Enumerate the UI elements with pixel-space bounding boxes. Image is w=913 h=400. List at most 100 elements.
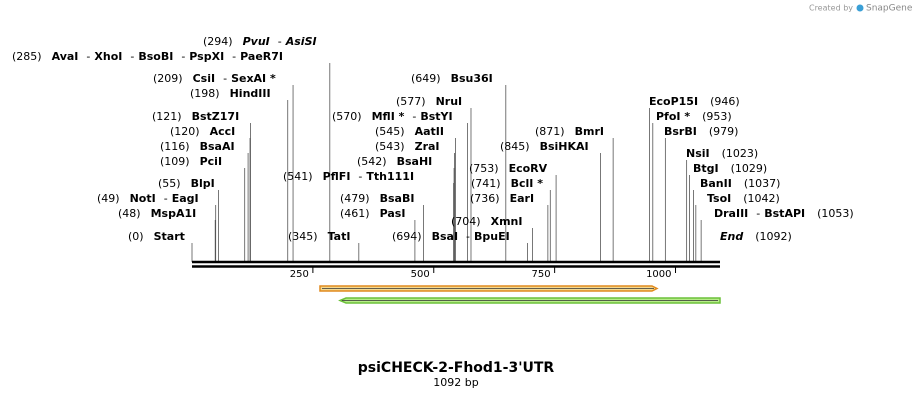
site-label: BsrBI (979) bbox=[664, 125, 738, 138]
credit-prefix: Created by bbox=[809, 4, 853, 13]
site-label: (845) BsiHKAI bbox=[500, 140, 589, 153]
site-label: (541) PflFI - Tth111I bbox=[283, 170, 414, 183]
site-label: NsiI (1023) bbox=[686, 147, 758, 160]
enzyme-name: TsoI bbox=[707, 192, 731, 205]
site-label: (109) PciI bbox=[160, 155, 222, 168]
enzyme-name: NotI bbox=[130, 192, 156, 205]
enzyme-name: Start bbox=[154, 230, 185, 243]
enzyme-name: BtgI bbox=[693, 162, 719, 175]
site-label: (198) HindIII bbox=[190, 87, 271, 100]
site-position: (461) bbox=[340, 207, 370, 220]
site-position: (1042) bbox=[743, 192, 780, 205]
site-position: (1029) bbox=[731, 162, 768, 175]
enzyme-name: BsrBI bbox=[664, 125, 697, 138]
site-label: (545) AatII bbox=[375, 125, 444, 138]
site-position: (545) bbox=[375, 125, 405, 138]
enzyme-name: PspXI bbox=[189, 50, 224, 63]
enzyme-name: PaeR7I bbox=[240, 50, 283, 63]
enzyme-name: AccI bbox=[210, 125, 236, 138]
site-label: TsoI (1042) bbox=[707, 192, 780, 205]
enzyme-name: Tth111I bbox=[366, 170, 414, 183]
enzyme-name: Bsu36I bbox=[451, 72, 493, 85]
enzyme-name: BstZ17I bbox=[192, 110, 240, 123]
site-position: (294) bbox=[203, 35, 233, 48]
enzyme-name: AatII bbox=[415, 125, 444, 138]
site-label: (345) TatI bbox=[288, 230, 350, 243]
enzyme-name: End bbox=[720, 230, 743, 243]
enzyme-name: BstAPI bbox=[764, 207, 805, 220]
site-label: EcoP15I (946) bbox=[649, 95, 740, 108]
enzyme-name: BclI * bbox=[511, 177, 544, 190]
enzyme-name: HindIII bbox=[230, 87, 271, 100]
map-length: 1092 bp bbox=[433, 376, 478, 389]
site-label: (704) XmnI bbox=[451, 215, 522, 228]
site-position: (871) bbox=[535, 125, 565, 138]
site-position: (736) bbox=[470, 192, 500, 205]
site-position: (953) bbox=[702, 110, 732, 123]
site-position: (479) bbox=[340, 192, 370, 205]
site-position: (120) bbox=[170, 125, 200, 138]
site-label: (741) BclI * bbox=[471, 177, 543, 190]
site-label: (736) EarI bbox=[470, 192, 534, 205]
enzyme-name: ZraI bbox=[415, 140, 440, 153]
enzyme-name: MspA1I bbox=[151, 207, 197, 220]
site-position: (946) bbox=[710, 95, 740, 108]
site-label: (48) MspA1I bbox=[118, 207, 196, 220]
site-label: (543) ZraI bbox=[375, 140, 440, 153]
enzyme-name: EagI bbox=[172, 192, 199, 205]
scale: 250 500 750 1000 bbox=[290, 267, 677, 280]
site-label: BtgI (1029) bbox=[693, 162, 767, 175]
site-label: (120) AccI bbox=[170, 125, 235, 138]
enzyme-name: BsaBI bbox=[380, 192, 415, 205]
separator: - bbox=[164, 192, 168, 205]
site-position: (1023) bbox=[722, 147, 759, 160]
site-label: (570) MflI * - BstYI bbox=[332, 110, 453, 123]
enzyme-name: BpuEI bbox=[474, 230, 510, 243]
separator: - bbox=[181, 50, 185, 63]
site-label: (49) NotI - EagI bbox=[97, 192, 199, 205]
site-position: (116) bbox=[160, 140, 190, 153]
enzyme-name: PfoI * bbox=[656, 110, 690, 123]
site-position: (570) bbox=[332, 110, 362, 123]
separator: - bbox=[756, 207, 760, 220]
enzyme-name: XmnI bbox=[491, 215, 523, 228]
site-label: (479) BsaBI bbox=[340, 192, 414, 205]
enzyme-name: NsiI bbox=[686, 147, 710, 160]
enzyme-name: DraIII bbox=[714, 207, 748, 220]
separator: - bbox=[278, 35, 282, 48]
site-label: (116) BsaAI bbox=[160, 140, 235, 153]
site-position: (198) bbox=[190, 87, 220, 100]
enzyme-name: PvuI bbox=[243, 35, 270, 48]
site-position: (753) bbox=[469, 162, 499, 175]
enzyme-name: MflI * bbox=[372, 110, 405, 123]
enzyme-name: BanII bbox=[700, 177, 732, 190]
site-label: (0) Start bbox=[128, 230, 185, 243]
enzyme-name: BstYI bbox=[420, 110, 452, 123]
site-position: (845) bbox=[500, 140, 530, 153]
site-position: (1053) bbox=[817, 207, 854, 220]
site-position: (285) bbox=[12, 50, 42, 63]
site-label: (649) Bsu36I bbox=[411, 72, 493, 85]
separator: - bbox=[466, 230, 470, 243]
separator: - bbox=[232, 50, 236, 63]
separator: - bbox=[358, 170, 362, 183]
enzyme-name: PciI bbox=[200, 155, 222, 168]
site-label: BanII (1037) bbox=[700, 177, 780, 190]
site-label: (285) AvaI - XhoI - BsoBI - PspXI - PaeR7I bbox=[12, 50, 283, 63]
site-position: (704) bbox=[451, 215, 481, 228]
enzyme-name: CsiI bbox=[193, 72, 215, 85]
site-position: (694) bbox=[392, 230, 422, 243]
enzyme-name: PasI bbox=[380, 207, 406, 220]
enzyme-name: BsoBI bbox=[138, 50, 173, 63]
enzyme-name: NruI bbox=[436, 95, 463, 108]
sites: (294) PvuI - AsiSI(285) AvaI - XhoI - BsoBI - PspX… bbox=[12, 35, 854, 262]
site-position: (345) bbox=[288, 230, 318, 243]
enzyme-name: SexAI * bbox=[231, 72, 276, 85]
site-label: (871) BmrI bbox=[535, 125, 604, 138]
separator: - bbox=[412, 110, 416, 123]
enzyme-name: XhoI bbox=[94, 50, 122, 63]
enzyme-name: BsaI bbox=[432, 230, 458, 243]
site-label: (121) BstZ17I bbox=[152, 110, 239, 123]
enzyme-name: EcoRV bbox=[509, 162, 548, 175]
site-label: (461) PasI bbox=[340, 207, 405, 220]
